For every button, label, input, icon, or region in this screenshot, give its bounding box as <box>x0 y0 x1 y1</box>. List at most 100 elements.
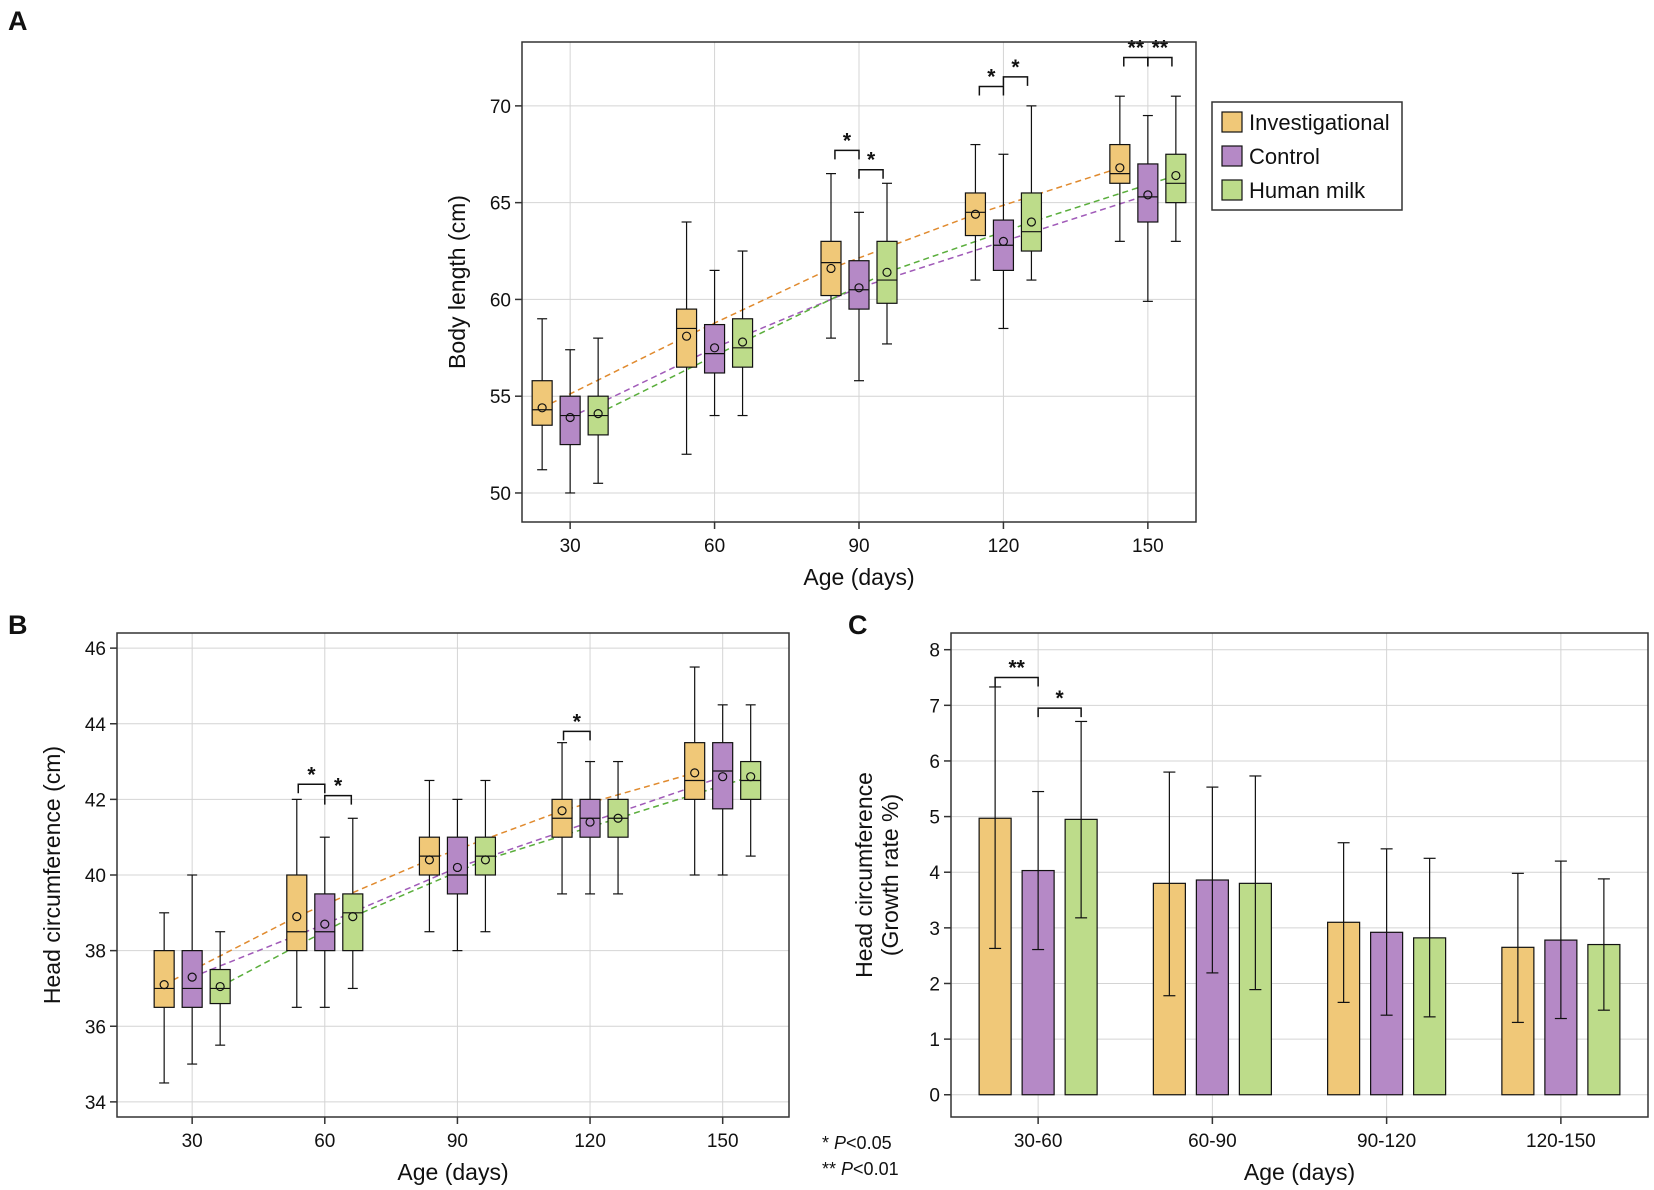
a-significance-bracket <box>834 149 860 160</box>
b-tick-label-y: 36 <box>85 1017 106 1038</box>
b-significance-bracket <box>297 783 326 794</box>
c-y-axis-title: (Growth rate %) <box>877 794 903 956</box>
a-box-control-mean <box>998 236 1009 246</box>
b-box-human-milk <box>209 968 231 1005</box>
a-significance-label: ** <box>1128 36 1145 59</box>
a-box-control <box>559 395 581 446</box>
b-box-investigational <box>153 950 175 1008</box>
a-tick-label-x: 90 <box>848 536 869 557</box>
b-box-control-mean <box>718 772 728 782</box>
b-significance-label: * <box>334 775 343 798</box>
b-tick-label-x: 90 <box>447 1131 468 1152</box>
c-tick-label-y: 6 <box>929 752 940 773</box>
a-box-investigational <box>820 240 842 297</box>
a-box-investigational-mean <box>826 263 836 274</box>
b-box-investigational-mean <box>690 768 700 778</box>
a-significance-bracket <box>1147 56 1173 67</box>
a-y-axis-title: Body length (cm) <box>444 195 470 369</box>
legend-frame <box>1211 101 1403 211</box>
b-tick-label-x: 120 <box>574 1131 606 1152</box>
a-significance-bracket <box>1002 76 1029 86</box>
a-box-human-milk-mean <box>593 409 603 419</box>
b-box-control-mean <box>187 972 197 982</box>
c-tick-label-x: 60-90 <box>1188 1131 1237 1152</box>
b-box-human-milk-mean <box>746 772 756 782</box>
b-significance-label: * <box>573 710 582 733</box>
b-box-control <box>446 836 469 895</box>
b-box-human-milk-mean <box>348 911 358 922</box>
a-tick-label-x: 30 <box>560 536 581 557</box>
b-tick-label-y: 40 <box>85 866 106 887</box>
c-y-axis-title: Head circumference <box>851 772 877 978</box>
c-significance-bracket <box>994 676 1039 687</box>
c-tick-label-y: 5 <box>929 808 940 829</box>
b-box-control <box>314 893 336 952</box>
a-tick-label-y: 55 <box>490 387 511 408</box>
legend-label-control: Control <box>1249 144 1320 169</box>
panel-b: 30 60 90 120 150 34 36 38 40 42 44 46 * * * Age (days) H… <box>8 610 790 1185</box>
b-significance-label: * <box>307 763 316 786</box>
a-box-investigational <box>531 380 553 426</box>
c-tick-label-y: 1 <box>929 1030 940 1051</box>
c-tick-label-y: 8 <box>929 641 940 662</box>
a-tick-label-x: 150 <box>1132 536 1164 557</box>
a-significance-label: * <box>1011 56 1020 79</box>
b-significance-bracket <box>324 794 353 805</box>
b-box-human-milk <box>342 893 364 952</box>
a-tick-label-x: 60 <box>704 536 725 557</box>
a-significance-label: * <box>867 149 876 172</box>
b-box-investigational-mean <box>292 911 302 922</box>
plot-frame <box>116 632 790 1118</box>
a-box-human-milk <box>876 240 898 304</box>
legend-label-investigational: Investigational <box>1249 110 1390 135</box>
b-tick-label-y: 34 <box>85 1093 107 1114</box>
footnote-p001: ** P<0.01 <box>822 1159 899 1179</box>
b-tick-label-y: 38 <box>85 942 106 963</box>
a-significance-bracket <box>978 85 1005 96</box>
a-box-human-milk-mean <box>882 267 892 277</box>
c-tick-label-x: 90-120 <box>1357 1131 1416 1152</box>
b-tick-label-x: 150 <box>707 1131 739 1152</box>
c-tick-label-y: 3 <box>929 919 940 940</box>
a-box-control <box>848 260 870 310</box>
legend-swatch-human-milk <box>1221 179 1243 201</box>
b-y-axis-title: Head circumference (cm) <box>39 746 65 1004</box>
c-tick-label-y: 0 <box>929 1086 940 1107</box>
c-significance-bracket <box>1037 707 1082 718</box>
panel-letter-c: C <box>848 610 868 640</box>
a-box-investigational-mean <box>970 209 981 219</box>
a-box-human-milk <box>731 318 754 368</box>
plot-frame <box>521 41 1197 523</box>
a-box-human-milk-mean <box>1026 217 1037 227</box>
a-x-axis-title: Age (days) <box>803 564 914 590</box>
c-tick-label-x: 120-150 <box>1526 1131 1596 1152</box>
b-box-human-milk-mean <box>613 813 623 823</box>
a-tick-label-y: 70 <box>490 97 511 118</box>
b-box-investigational-mean <box>557 806 567 816</box>
a-significance-label: * <box>843 129 852 152</box>
b-box-control-mean <box>585 817 595 827</box>
a-box-investigational <box>675 308 698 368</box>
a-tick-label-x: 120 <box>988 536 1020 557</box>
footnote-p005: * P<0.05 <box>822 1133 892 1153</box>
plot-frame <box>950 632 1649 1118</box>
b-tick-label-y: 46 <box>85 639 106 660</box>
a-box-investigational-mean <box>681 331 692 341</box>
b-significance-bracket <box>562 730 591 741</box>
b-box-control <box>181 950 203 1008</box>
b-tick-label-x: 30 <box>182 1131 203 1152</box>
b-box-control-mean <box>320 919 330 929</box>
b-box-human-milk-mean <box>215 981 225 992</box>
b-box-investigational <box>684 742 706 800</box>
c-significance-label: ** <box>1008 657 1025 680</box>
legend: Investigational Control Human milk <box>1211 101 1403 211</box>
b-trend-line-control <box>191 775 723 978</box>
b-box-investigational-mean <box>424 855 435 865</box>
a-tick-label-y: 50 <box>490 484 511 505</box>
c-tick-label-x: 30-60 <box>1014 1131 1063 1152</box>
panel-letter-a: A <box>8 6 28 36</box>
a-box-control <box>1137 163 1159 223</box>
